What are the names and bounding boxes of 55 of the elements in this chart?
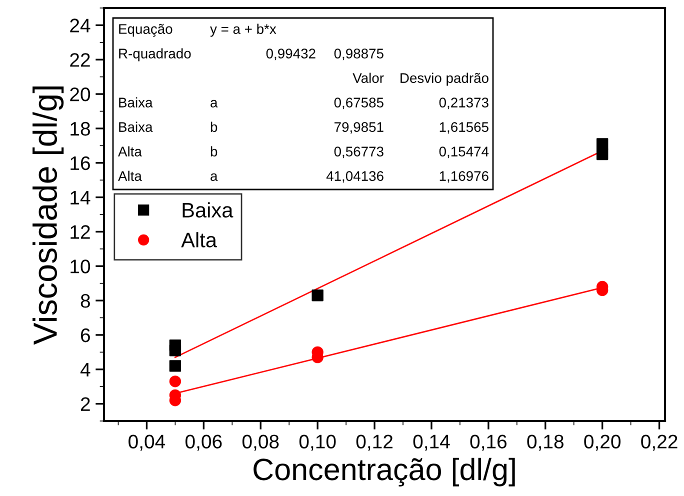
y-tick-label: 10	[70, 260, 90, 274]
annotation: 0,99432	[266, 48, 316, 60]
y-tick-label: 8	[80, 294, 90, 308]
annotation: 0,56773	[334, 146, 384, 158]
point	[596, 148, 608, 160]
annotation: Alta	[118, 170, 142, 181]
x-axis-title: Concentração [dl/g]	[254, 458, 515, 486]
annotation: Baixa	[119, 97, 153, 108]
x-tick-label: 0,18	[527, 434, 564, 451]
annotation: 0,15474	[439, 146, 489, 158]
annotation: R-quadrado	[119, 48, 191, 62]
y-tick-label: 6	[80, 328, 90, 342]
x-tick-label: 0,12	[356, 434, 392, 451]
point	[312, 290, 324, 302]
x-tick-label: 0,08	[242, 434, 279, 451]
x-tick-label: 0,06	[186, 434, 222, 451]
annotation: y = a + b*x	[210, 24, 276, 37]
y-tick-label: 2	[80, 397, 90, 411]
annotation: 1,16976	[440, 171, 488, 183]
annotation: 79,9851	[334, 122, 384, 134]
legend-label: Alta	[181, 232, 217, 248]
x-tick-label: 0,04	[128, 434, 166, 451]
annotation: Desvio padrão	[400, 72, 488, 86]
annotation: Valor	[352, 72, 384, 83]
y-tick-label: 20	[70, 88, 90, 102]
y-tick-label: 18	[70, 122, 90, 136]
x-tick-label: 0,16	[470, 434, 507, 451]
legend-label: Baixa	[182, 202, 234, 218]
annotation: 0,67585	[334, 98, 384, 110]
annotation: b	[210, 122, 218, 132]
x-tick-label: 0,14	[413, 434, 450, 451]
point	[169, 376, 182, 388]
y-tick-label: 12	[70, 225, 90, 239]
x-tick-label: 0,10	[299, 434, 336, 451]
y-axis-title: Viscosidade [dl/g]	[32, 86, 64, 345]
point	[596, 138, 608, 150]
annotation: Equação	[119, 24, 172, 37]
annotation: Alta	[118, 146, 142, 156]
annotation: 0,21373	[439, 98, 488, 110]
y-tick-label: 4	[80, 363, 90, 376]
annotation: 0,98875	[334, 48, 384, 60]
x-tick-label: 0,22	[641, 434, 678, 451]
y-tick-label: 24	[70, 18, 90, 32]
point	[169, 344, 182, 356]
annotation: Baixa	[119, 122, 153, 132]
y-tick-label: 16	[70, 156, 90, 170]
annotation: b	[210, 146, 218, 156]
annotation: 41,04136	[326, 171, 384, 183]
y-tick-label: 22	[70, 53, 90, 67]
y-tick-label: 14	[70, 190, 90, 204]
x-tick-label: 0,20	[584, 434, 621, 451]
annotation: a	[210, 100, 218, 108]
point	[169, 360, 182, 372]
annotation: 1,61565	[440, 122, 488, 134]
annotation: a	[210, 173, 218, 181]
